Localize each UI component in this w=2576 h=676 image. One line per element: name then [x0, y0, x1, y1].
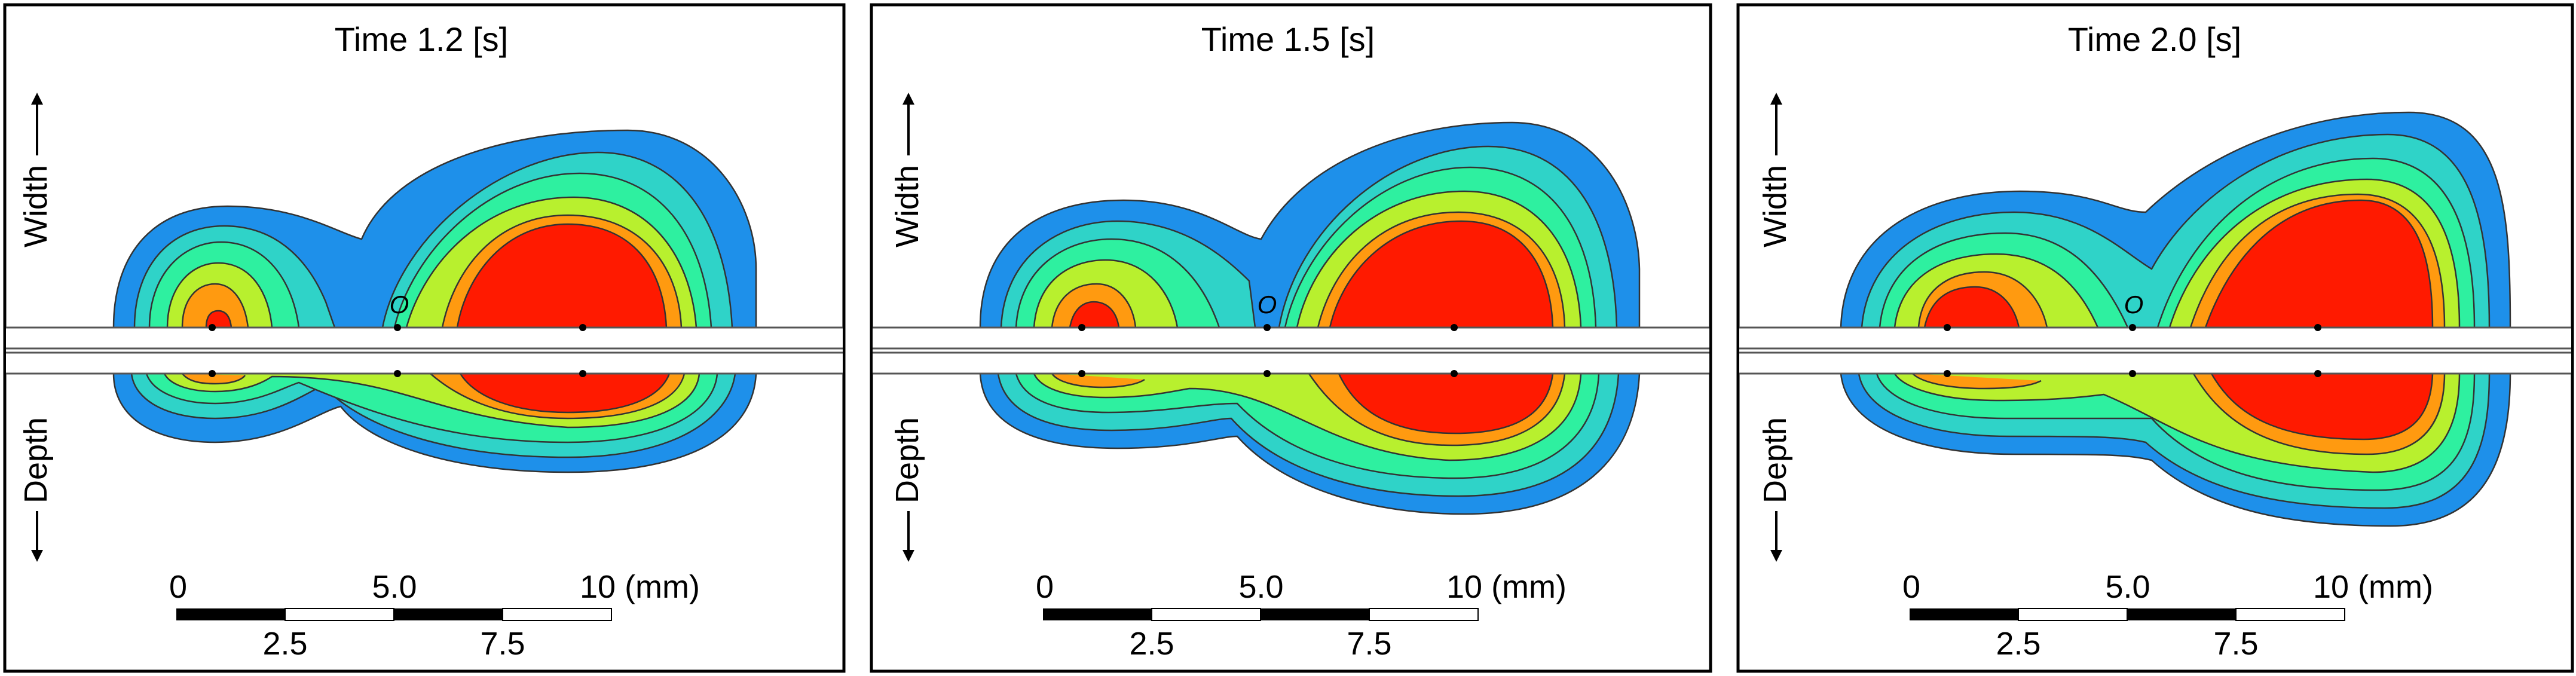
strip-band — [873, 328, 1709, 374]
scale-label-10: 10 (mm) — [580, 569, 700, 605]
scale-segment — [1151, 608, 1261, 621]
probe-point — [2314, 370, 2321, 377]
scale-segment — [1910, 608, 2018, 620]
isotherm-band-6 — [2210, 372, 2434, 441]
strip-band — [6, 328, 843, 374]
scale-label-5: 5.0 — [372, 569, 417, 605]
probe-point — [1451, 370, 1458, 377]
scale-label-5: 5.0 — [1238, 569, 1283, 605]
scale-segment — [2018, 608, 2128, 621]
panel-title: Time 2.0 [s] — [2068, 20, 2241, 58]
depth-contour-map — [979, 372, 1641, 515]
scale-label-10: 10 (mm) — [1446, 569, 1567, 605]
weld-bead-strip — [1739, 326, 2571, 375]
origin-label: O — [2124, 290, 2144, 319]
isotherm-band-6 — [1923, 199, 2434, 329]
probe-point — [1263, 370, 1271, 377]
panel-1: Time 1.2 [s] — [3, 3, 846, 673]
probe-point — [2129, 324, 2136, 331]
depth-contour-map — [1840, 372, 2511, 527]
width-axis-label: Width — [18, 93, 54, 247]
scale-segment — [502, 608, 612, 621]
depth-contour-map — [112, 372, 757, 473]
width-axis-label: Width — [1757, 93, 1793, 247]
probe-point — [209, 324, 216, 331]
isotherm-band-6 — [205, 223, 668, 329]
scale-segment — [1261, 608, 1369, 620]
scale-label-10: 10 (mm) — [2313, 569, 2433, 605]
scale-label-5: 5.0 — [2105, 569, 2150, 605]
scale-bar: 0 5.0 10 (mm) 2.5 7.5 — [169, 569, 700, 662]
panel-3: Time 2.0 [s] — [1736, 3, 2574, 673]
scale-label-0: 0 — [1036, 569, 1054, 605]
scale-bar: 0 5.0 10 (mm) 2.5 7.5 — [1036, 569, 1567, 662]
scale-label-7-5: 7.5 — [1347, 626, 1391, 662]
probe-point — [579, 324, 586, 331]
width-label: Width — [889, 165, 925, 247]
panel-2: Time 1.5 [s] — [870, 3, 1712, 673]
scale-segment — [1043, 608, 1152, 620]
scale-label-2-5: 2.5 — [1996, 626, 2040, 662]
isotherm-band-6 — [1069, 220, 1554, 329]
width-label: Width — [18, 165, 54, 247]
origin-label: O — [390, 290, 409, 319]
depth-axis-label: Depth — [18, 417, 54, 562]
width-contour-map — [979, 121, 1641, 329]
weld-bead-strip — [873, 326, 1709, 375]
scale-label-2-5: 2.5 — [262, 626, 307, 662]
probe-point — [2314, 324, 2321, 331]
scale-label-0: 0 — [1902, 569, 1920, 605]
scale-segment — [284, 608, 394, 621]
panel-title: Time 1.5 [s] — [1201, 20, 1375, 58]
width-label: Width — [1757, 165, 1793, 247]
scale-segment — [1369, 608, 1479, 621]
probe-points — [1944, 324, 2321, 377]
strip-band — [1739, 328, 2571, 374]
scale-segment — [176, 608, 285, 620]
depth-axis-label: Depth — [889, 417, 925, 562]
probe-point — [394, 370, 401, 377]
isotherm-band-6 — [458, 372, 671, 414]
probe-point — [579, 370, 586, 377]
depth-axis-label: Depth — [1757, 417, 1793, 562]
probe-point — [1451, 324, 1458, 331]
probe-point — [394, 324, 401, 331]
scale-label-7-5: 7.5 — [480, 626, 525, 662]
scale-label-0: 0 — [169, 569, 187, 605]
scale-segment — [2127, 608, 2236, 620]
probe-point — [2129, 370, 2136, 377]
panel-title: Time 1.2 [s] — [335, 20, 508, 58]
probe-point — [1944, 324, 1951, 331]
isotherm-band-6 — [1338, 372, 1554, 435]
width-contour-map — [1840, 111, 2511, 329]
width-axis-label: Width — [889, 93, 925, 247]
depth-label: Depth — [889, 417, 925, 503]
probe-point — [1263, 324, 1271, 331]
depth-label: Depth — [1757, 417, 1793, 503]
scale-segment — [394, 608, 503, 620]
origin-label: O — [1258, 290, 1277, 319]
probe-point — [209, 370, 216, 377]
scale-label-7-5: 7.5 — [2213, 626, 2258, 662]
scale-bar: 0 5.0 10 (mm) 2.5 7.5 — [1902, 569, 2433, 662]
scale-segment — [2235, 608, 2345, 621]
depth-label: Depth — [18, 417, 54, 503]
probe-point — [1944, 370, 1951, 377]
weld-bead-strip — [6, 326, 843, 375]
probe-point — [1078, 324, 1085, 331]
probe-point — [1078, 370, 1085, 377]
scale-label-2-5: 2.5 — [1129, 626, 1174, 662]
width-contour-map — [112, 129, 757, 329]
probe-points — [1078, 324, 1458, 377]
probe-points — [209, 324, 586, 377]
